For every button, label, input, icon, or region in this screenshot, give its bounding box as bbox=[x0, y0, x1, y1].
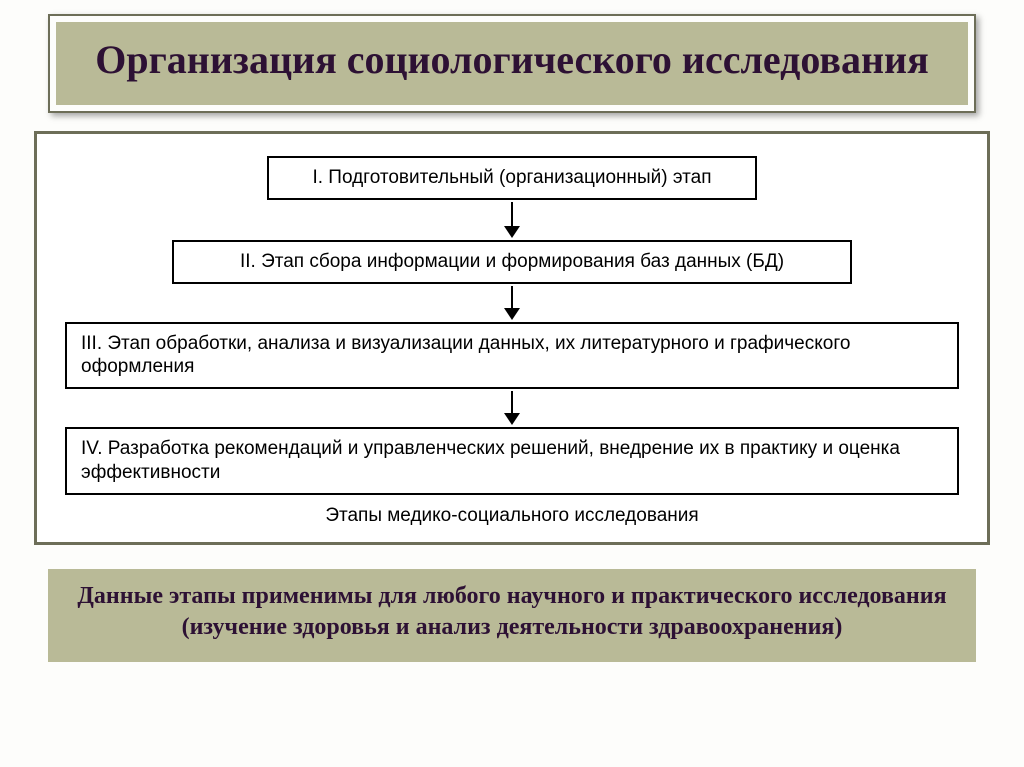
flow-step-4: IV. Разработка рекомендаций и управленче… bbox=[65, 427, 959, 495]
slide: Организация социологического исследовани… bbox=[34, 14, 990, 753]
flow-step-3: III. Этап обработки, анализа и визуализа… bbox=[65, 322, 959, 390]
title-panel-outer: Организация социологического исследовани… bbox=[48, 14, 976, 113]
footer-panel: Данные этапы применимы для любого научно… bbox=[48, 569, 976, 661]
slide-title: Организация социологического исследовани… bbox=[66, 36, 958, 83]
arrow-down-icon bbox=[504, 391, 520, 425]
footer-text: Данные этапы применимы для любого научно… bbox=[72, 581, 952, 643]
flowchart: I. Подготовительный (организационный) эт… bbox=[65, 156, 959, 495]
title-panel: Организация социологического исследовани… bbox=[56, 22, 968, 105]
arrow-down-icon bbox=[504, 286, 520, 320]
flow-step-2: II. Этап сбора информации и формирования… bbox=[172, 240, 852, 284]
flowchart-caption: Этапы медико-социального исследования bbox=[65, 505, 959, 527]
flow-step-1: I. Подготовительный (организационный) эт… bbox=[267, 156, 757, 200]
footer-wrap: Данные этапы применимы для любого научно… bbox=[34, 569, 990, 661]
flowchart-frame: I. Подготовительный (организационный) эт… bbox=[34, 131, 990, 545]
arrow-down-icon bbox=[504, 202, 520, 238]
